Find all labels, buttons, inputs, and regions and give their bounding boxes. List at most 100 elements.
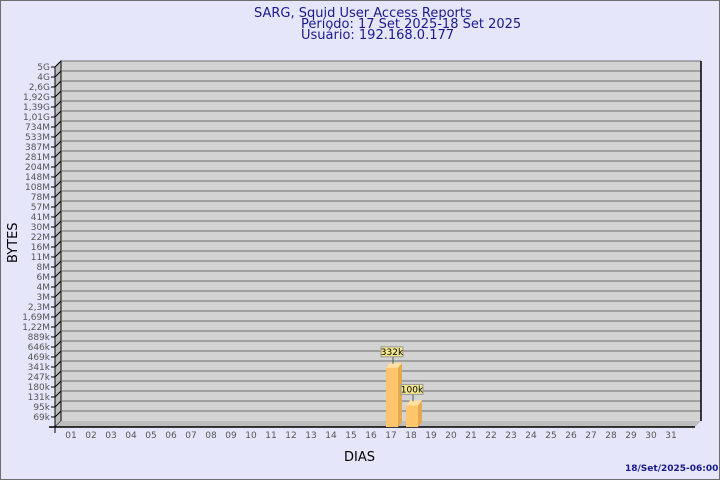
y-tick-diagonal [54,310,62,318]
y-tick-label: 387M [25,143,50,153]
y-tick-label: 2,6G [29,83,50,93]
y-tick-diagonal [54,60,62,68]
y-tick-label: 4G [37,73,50,83]
y-tick-diagonal [54,200,62,208]
x-tick-label: 23 [505,431,516,441]
y-tick-label: 108M [25,183,50,193]
bar-18 [406,405,418,427]
y-tick-label: 1,22M [22,323,50,333]
x-tick-label: 14 [325,431,337,441]
y-tick-diagonal [54,150,62,158]
y-tick-diagonal [54,180,62,188]
bar-top [386,362,402,368]
x-tick-label: 28 [605,431,617,441]
plot-floor [55,421,701,427]
y-tick-diagonal [54,230,62,238]
x-tick-label: 26 [565,431,577,441]
y-tick-label: 57M [31,203,50,213]
y-tick-label: 30M [31,223,50,233]
y-tick-label: 889k [28,333,51,343]
y-tick-diagonal [54,250,62,258]
y-tick-label: 5G [37,63,50,73]
x-tick-label: 31 [665,431,676,441]
y-tick-diagonal [54,390,62,398]
x-tick-label: 13 [305,431,316,441]
y-tick-diagonal [54,290,62,298]
bar-top [406,400,422,406]
x-tick-label: 07 [185,431,196,441]
y-tick-diagonal [54,110,62,118]
data-label-box [400,383,424,395]
y-tick-diagonal [54,410,62,418]
y-tick-diagonal [54,270,62,278]
y-tick-diagonal [54,210,62,218]
x-tick-label: 30 [645,431,657,441]
x-tick-label: 10 [245,431,257,441]
y-tick-label: 148M [25,173,50,183]
x-tick-label: 09 [225,431,237,441]
x-tick-label: 05 [145,431,156,441]
x-tick-label: 06 [165,431,177,441]
y-tick-label: 1,01G [23,113,50,123]
bar-side [398,362,402,427]
y-tick-diagonal [54,350,62,358]
x-tick-label: 29 [625,431,637,441]
y-tick-diagonal [54,100,62,108]
y-tick-label: 1,39G [23,103,50,113]
x-tick-label: 12 [285,431,296,441]
y-tick-label: 69k [33,413,50,423]
x-axis-label: DIAS [344,450,375,465]
y-tick-diagonal [54,380,62,388]
y-tick-label: 247k [28,373,51,383]
y-tick-label: 734M [25,123,50,133]
y-tick-label: 2,3M [28,303,50,313]
y-tick-diagonal [54,360,62,368]
y-tick-diagonal [54,70,62,78]
x-tick-label: 27 [585,431,596,441]
y-tick-label: 6M [37,273,51,283]
y-tick-label: 469k [28,353,51,363]
x-tick-label: 01 [65,431,76,441]
y-tick-diagonal [54,280,62,288]
x-tick-label: 03 [105,431,116,441]
y-tick-diagonal [54,170,62,178]
x-tick-label: 11 [265,431,276,441]
bar-side [418,400,422,427]
y-tick-label: 78M [31,193,50,203]
y-tick-diagonal [54,260,62,268]
y-tick-diagonal [54,220,62,228]
y-tick-diagonal [54,400,62,408]
y-tick-label: 4M [37,283,51,293]
x-tick-label: 04 [125,431,137,441]
y-tick-label: 3M [37,293,51,303]
y-tick-label: 95k [33,403,50,413]
x-tick-label: 19 [425,431,437,441]
y-tick-label: 180k [28,383,51,393]
y-tick-label: 8M [37,263,51,273]
x-tick-label: 15 [345,431,356,441]
y-tick-label: 41M [31,213,50,223]
data-label: 100k [401,385,424,395]
y-tick-label: 11M [31,253,50,263]
x-tick-label: 24 [525,431,537,441]
x-tick-label: 20 [445,431,457,441]
y-tick-diagonal [54,320,62,328]
y-tick-label: 22M [31,233,50,243]
footer-timestamp: 18/Set/2025-06:00 [625,464,718,474]
x-tick-label: 16 [365,431,377,441]
y-tick-diagonal [54,340,62,348]
y-tick-diagonal [54,140,62,148]
y-tick-diagonal [54,370,62,378]
y-tick-label: 16M [31,243,50,253]
y-tick-label: 1,92G [23,93,50,103]
bar-17 [386,367,398,427]
data-label: 332k [381,348,404,358]
y-tick-diagonal [54,130,62,138]
y-tick-diagonal [54,160,62,168]
y-tick-diagonal [54,330,62,338]
x-tick-label: 22 [485,431,496,441]
x-tick-label: 02 [85,431,96,441]
y-tick-diagonal [54,190,62,198]
